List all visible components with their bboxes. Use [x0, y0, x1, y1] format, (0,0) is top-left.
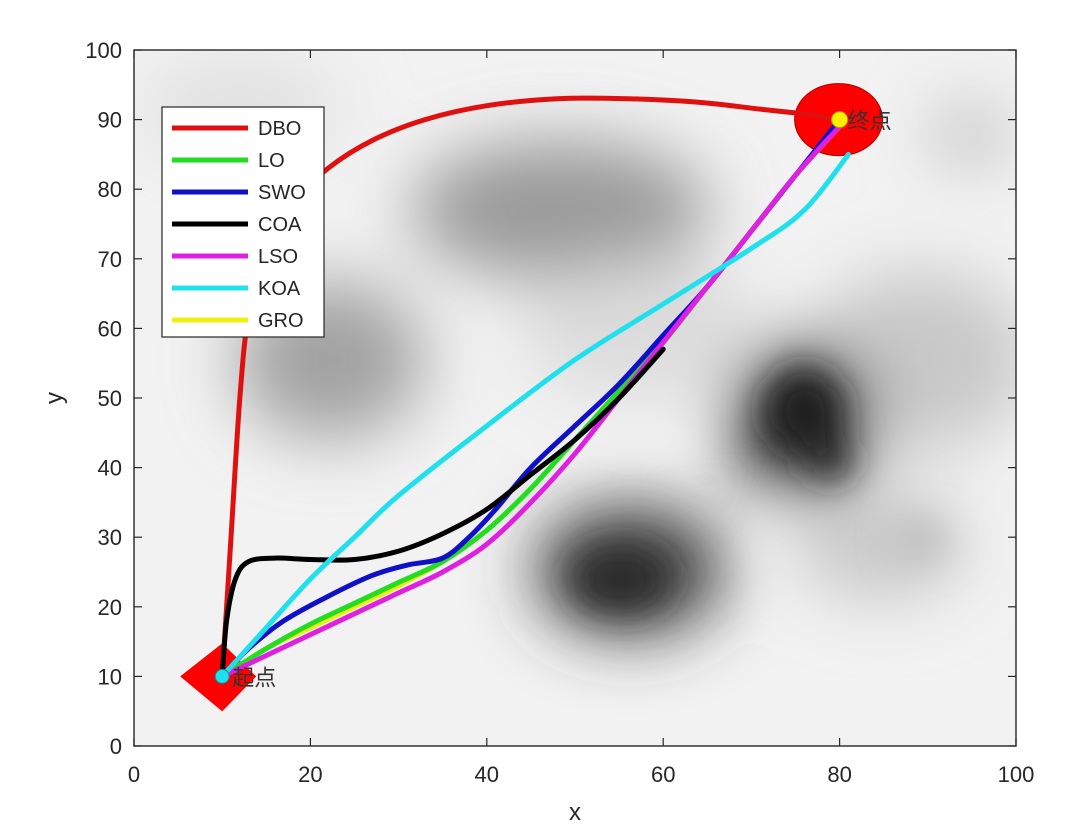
x-tick-label: 80: [827, 762, 851, 787]
y-tick-label: 60: [98, 316, 122, 341]
y-axis-label: y: [41, 392, 68, 404]
y-tick-label: 0: [110, 734, 122, 759]
legend-label-coa: COA: [258, 214, 302, 236]
series-line-coa: [219, 346, 666, 679]
x-tick-label: 60: [651, 762, 675, 787]
x-tick-label: 40: [475, 762, 499, 787]
goal-point: [831, 111, 849, 129]
legend: DBO LO SWO COA LSO KOA GRO: [161, 106, 325, 338]
legend-label-dbo: DBO: [258, 118, 301, 140]
series-line-lso: [219, 124, 843, 679]
start-label: 起点: [232, 665, 276, 690]
legend-label-lo: LO: [258, 150, 285, 172]
x-tick-label: 20: [298, 762, 322, 787]
x-axis-label: x: [569, 799, 581, 826]
goal-label: 终点: [848, 109, 892, 134]
y-tick-label: 20: [98, 595, 122, 620]
axis-ticks: [133, 49, 1017, 747]
x-tick-label: 100: [998, 762, 1035, 787]
series-layer: [219, 95, 851, 679]
axis-tick-labels: 0 20 40 60 80 100 0 10 20 30 40 50 60 70 80 90 100: [85, 38, 1034, 787]
y-tick-label: 30: [98, 525, 122, 550]
y-tick-label: 70: [98, 247, 122, 272]
marker-labels: 起点 终点: [214, 109, 892, 690]
x-tick-label: 0: [128, 762, 140, 787]
y-tick-label: 10: [98, 664, 122, 689]
y-tick-label: 100: [85, 38, 122, 63]
y-tick-label: 40: [98, 456, 122, 481]
series-line-dbo: [219, 95, 843, 679]
legend-items: DBO LO SWO COA LSO KOA GRO: [172, 118, 306, 332]
y-tick-label: 90: [98, 108, 122, 133]
legend-label-gro: GRO: [258, 310, 304, 332]
legend-label-swo: SWO: [258, 182, 306, 204]
legend-label-lso: LSO: [258, 246, 298, 268]
y-tick-label: 50: [98, 386, 122, 411]
legend-label-koa: KOA: [258, 278, 301, 300]
y-tick-label: 80: [98, 177, 122, 202]
series-line-koa: [219, 151, 851, 679]
start-point: [214, 668, 230, 684]
